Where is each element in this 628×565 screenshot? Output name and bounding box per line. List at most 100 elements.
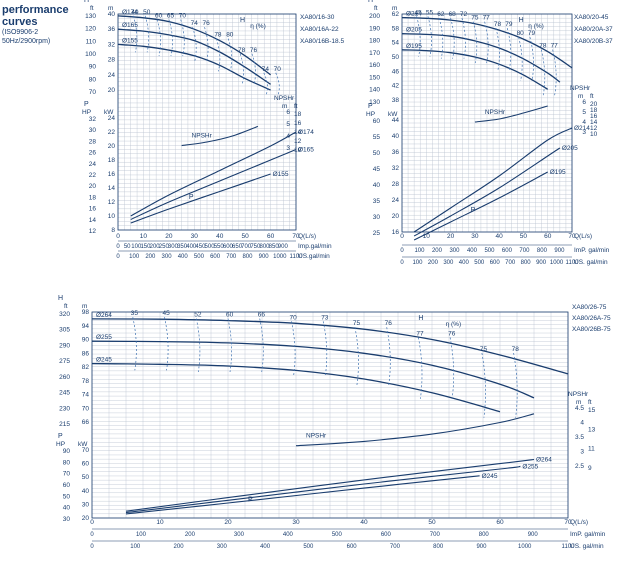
- chart3-plot-frame: [91, 311, 569, 519]
- chart2-npsh-ft-tick: 18: [590, 107, 598, 114]
- chart2-model-name: XA80/20B-37: [574, 38, 613, 45]
- chart1-head-m-tick: 32: [108, 41, 116, 48]
- chart1-npsh-ft-tick: 14: [294, 129, 302, 136]
- chart1-imp-unit: Imp.gal/min: [298, 243, 332, 250]
- chart2-power-kw-tick: 20: [392, 213, 400, 220]
- chart1-npsh-curve-label: NPSHr: [192, 133, 213, 140]
- chart3-model-name: XA80/26A-75: [572, 315, 611, 322]
- chart1-head-m-tick: 36: [108, 26, 116, 33]
- chart3-power-curve-1: [125, 458, 535, 512]
- chart3-head-m-tick: 70: [82, 405, 90, 412]
- chart3-eff-line: [227, 318, 232, 373]
- chart3-q-unit: Q(L/s): [570, 519, 588, 526]
- chart1-us-tick: 600: [210, 254, 221, 260]
- chart3-power-hp-tick: 40: [63, 505, 71, 512]
- chart3-head-curve-label: Ø255: [96, 334, 112, 341]
- chart1-npsh-m-tick: 5: [286, 121, 290, 128]
- chart2-head-m-unit: m: [392, 5, 397, 12]
- chart1-eff-label: 76: [202, 20, 210, 27]
- chart2-us-tick: 1100: [566, 260, 580, 266]
- chart1-eff-label: 78: [214, 32, 222, 39]
- chart3-head-curve-2: [91, 340, 535, 399]
- chart1-q-tick: 70: [292, 233, 300, 240]
- chart3-p-letter: P: [58, 433, 63, 440]
- chart2-eff-line: [540, 49, 546, 96]
- chart3-eff-label: 35: [131, 310, 139, 317]
- chart1-p-letter: P: [84, 101, 89, 108]
- chart2-imp-tick: 700: [519, 248, 530, 254]
- chart2-eff-line: [450, 18, 455, 59]
- chart1-eff-line: [168, 19, 173, 57]
- chart1-eff-line: [192, 27, 197, 62]
- chart1-imp-tick: 300: [168, 244, 179, 250]
- chart1-head-m-tick: 28: [108, 57, 116, 64]
- chart1-head-ft-tick: 120: [85, 26, 96, 33]
- chart1-eff-line: [215, 38, 221, 72]
- chart3-eff-label: 77: [416, 331, 424, 338]
- chart3-head-ft-tick: 320: [59, 311, 70, 318]
- chart1-npsh-m-tick: 6: [286, 109, 290, 116]
- chart2-p-curve-label: P: [471, 207, 476, 214]
- chart3-q-tick: 50: [428, 519, 436, 526]
- chart1-head-ft-tick: 90: [89, 64, 97, 71]
- chart1-eff-line: [132, 15, 138, 53]
- chart1-q-tick: 50: [242, 233, 250, 240]
- chart1-head-curve-3: [117, 43, 271, 91]
- chart1-head-ft-tick: 80: [89, 76, 97, 83]
- chart1-head-m-tick: 24: [108, 72, 116, 79]
- chart3-h-letter: H: [58, 295, 63, 302]
- chart3-eff-label: 73: [321, 314, 329, 321]
- chart1-imp-tick: 800: [259, 244, 270, 250]
- chart3-power-hp-tick: 90: [63, 448, 71, 455]
- chart3-head-m-tick: 74: [82, 392, 90, 399]
- chart2-head-ft-tick: 190: [369, 25, 380, 32]
- chart2-head-m-tick: 42: [392, 83, 400, 90]
- chart2-npsh-curve: [474, 105, 548, 123]
- chart3-power-kw-tick: 40: [82, 488, 90, 495]
- chart2-power-curve-2: [413, 147, 561, 237]
- chart1-us-tick: 500: [194, 254, 205, 260]
- chart3-npsh-m-tick: 3: [580, 449, 584, 456]
- chart3-us-tick: 600: [347, 544, 358, 550]
- chart1-plot-frame: [117, 13, 297, 231]
- chart2-head-m-tick: 46: [392, 68, 400, 75]
- chart1-eff-label: 74: [262, 66, 270, 73]
- chart2-q-tick: 50: [520, 233, 528, 240]
- chart3-imp-tick: 100: [136, 532, 147, 538]
- chart2-us-tick: 1000: [550, 260, 564, 266]
- chart3-head-ft-tick: 215: [59, 421, 70, 428]
- chart3-power-curve-label: Ø255: [522, 463, 538, 470]
- chart3-head-curve-h-label: H: [418, 315, 423, 322]
- chart2-npsh-m-unit: m: [578, 93, 583, 100]
- chart2-power-hp-tick: 35: [373, 198, 381, 205]
- chart2-power-curve-label: Ø214: [574, 125, 590, 132]
- chart2-power-kw-tick: 16: [392, 229, 400, 236]
- chart1-power-kw-tick: 16: [108, 171, 116, 178]
- chart1-power-hp-unit: HP: [82, 109, 91, 116]
- chart2-eff-axis-label: η (%): [528, 23, 544, 30]
- chart3-npsh-m-tick: 3.5: [575, 434, 584, 441]
- chart3-imp-tick: 300: [234, 532, 245, 538]
- chart3-model-name: XA80/26B-75: [572, 326, 611, 333]
- chart2-eff-label: 77: [483, 15, 491, 22]
- chart1-eff-label: 80: [226, 32, 234, 39]
- chart1-us-unit: US.gal/min: [298, 253, 330, 260]
- chart1-eff-line: [275, 72, 280, 97]
- chart1-head-curve-label: Ø174: [122, 9, 138, 16]
- chart1-power-curve-label: Ø155: [273, 171, 289, 178]
- chart3-power-curve-label: Ø264: [536, 457, 552, 464]
- chart2-npsh-m-tick: 5: [582, 109, 586, 116]
- chart2-npsh-m-tick: 4: [582, 119, 586, 126]
- chart2-eff-label: 79: [528, 30, 536, 37]
- chart2-head-m-tick: 50: [392, 54, 400, 61]
- chart2-eff-line: [495, 28, 500, 71]
- chart2-power-hp-tick: 40: [373, 182, 381, 189]
- chart2-npsh-curve-label: NPSHr: [485, 109, 506, 116]
- chart3-head-m-unit: m: [82, 303, 87, 310]
- chart3-head-ft-tick: 290: [59, 342, 70, 349]
- chart3-eff-line: [291, 321, 296, 377]
- chart1-power-hp-tick: 30: [89, 127, 97, 134]
- chart1-h-letter: H: [84, 0, 89, 4]
- chart3-head-curve-1: [91, 318, 569, 375]
- chart3-power-curve-label: Ø245: [482, 473, 498, 480]
